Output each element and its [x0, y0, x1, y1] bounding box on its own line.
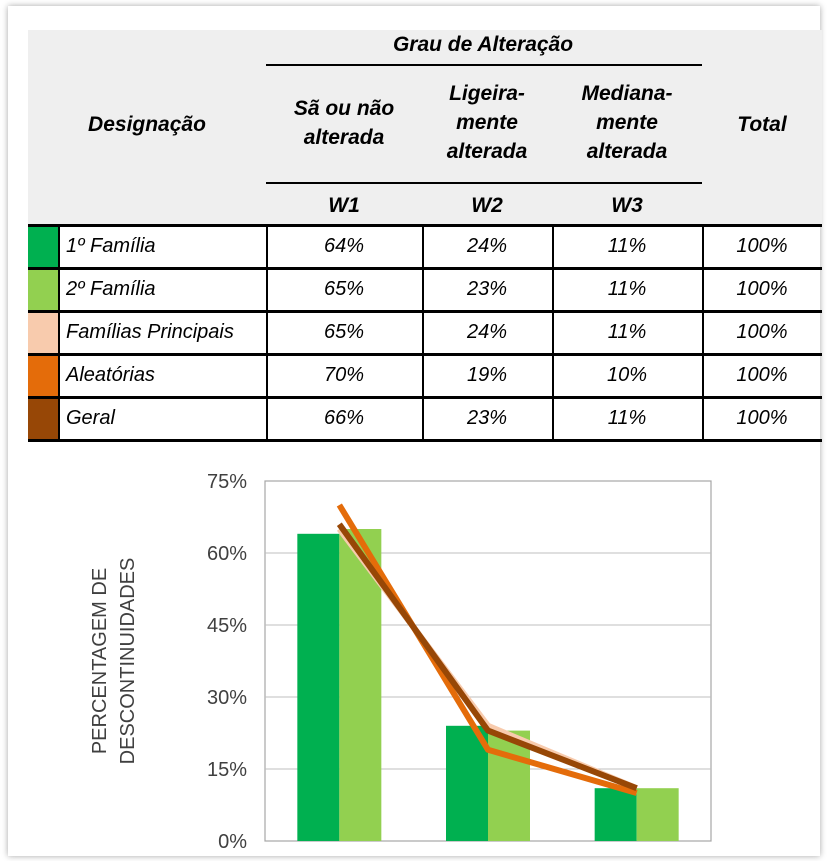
cell-w1: 70%: [323, 364, 365, 386]
column-header-w1-line2: alterada: [303, 126, 385, 149]
cell-w3: 11%: [607, 321, 647, 343]
column-header-w1-line1: Sã ou não: [293, 97, 395, 120]
table-header-background: [28, 30, 822, 225]
column-header-w3-line1: Mediana-: [581, 82, 673, 105]
cell-w2: 23%: [466, 407, 508, 429]
column-rule: [702, 225, 704, 440]
cell-w3: 10%: [606, 364, 648, 386]
cell-w3: 11%: [607, 278, 647, 300]
cell-total: 100%: [736, 407, 788, 429]
row-rule: [28, 396, 822, 399]
row-color-swatch: [28, 227, 58, 268]
column-header-w3-line2: mente: [596, 111, 658, 134]
column-header-w2-line3: alterada: [446, 140, 528, 163]
cell-w3: 11%: [607, 407, 647, 429]
row-rule: [28, 439, 822, 442]
column-rule: [422, 225, 424, 440]
row-label: 2º Família: [66, 278, 156, 300]
cell-w3: 11%: [607, 235, 647, 257]
column-header-w2-line1: Ligeira-: [449, 82, 525, 105]
cell-w1: 64%: [323, 235, 365, 257]
cell-w1: 66%: [323, 407, 365, 429]
column-rule: [552, 225, 554, 440]
table-top-rule: [28, 224, 822, 227]
column-header-w1: Sã ou não alterada: [266, 94, 422, 152]
row-rule: [28, 353, 822, 356]
code-w3: W3: [611, 194, 643, 217]
designation-header: Designação: [88, 113, 206, 136]
column-header-w3: Mediana- mente alterada: [552, 79, 702, 166]
column-header-w2-line2: mente: [456, 111, 518, 134]
code-w2: W2: [471, 194, 503, 217]
cell-w2: 24%: [466, 321, 508, 343]
column-header-w2: Ligeira- mente alterada: [422, 79, 552, 166]
group-header: Grau de Alteração: [392, 33, 574, 56]
row-color-swatch: [28, 356, 58, 397]
cell-total: 100%: [736, 235, 788, 257]
column-header-w3-line3: alterada: [586, 140, 668, 163]
cell-total: 100%: [736, 278, 788, 300]
column-rule: [266, 225, 268, 440]
row-color-swatch: [28, 313, 58, 354]
code-w1: W1: [328, 194, 360, 217]
row-label: Famílias Principais: [66, 321, 234, 343]
cell-w1: 65%: [323, 278, 365, 300]
row-label: Aleatórias: [66, 364, 155, 386]
row-rule: [28, 310, 822, 313]
cell-total: 100%: [736, 364, 788, 386]
column-rule: [58, 225, 60, 440]
cell-w2: 19%: [466, 364, 508, 386]
cell-w2: 24%: [466, 235, 508, 257]
cell-w2: 23%: [466, 278, 508, 300]
row-label: 1º Família: [66, 235, 156, 257]
cell-total: 100%: [736, 321, 788, 343]
group-header-rule: [266, 64, 702, 66]
results-table: Grau de Alteração Designação Sã ou não a…: [28, 30, 822, 442]
total-header: Total: [737, 113, 787, 136]
row-color-swatch: [28, 399, 58, 440]
row-label: Geral: [66, 407, 115, 429]
cell-w1: 65%: [323, 321, 365, 343]
row-color-swatch: [28, 270, 58, 311]
row-rule: [28, 267, 822, 270]
subheader-rule: [266, 182, 702, 184]
